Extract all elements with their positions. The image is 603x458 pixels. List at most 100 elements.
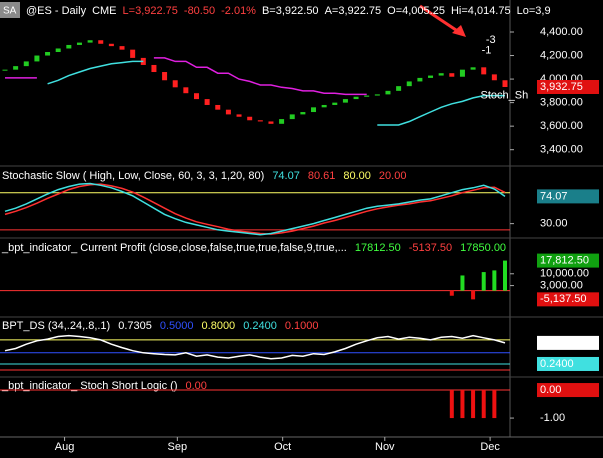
panel-title: Stochastic Slow ( High, Low, Close, 60, … [2,170,406,182]
header-item: B=3,922.50 [262,5,319,17]
indicator-line [4,183,506,235]
y-tick-label: 3,400.00 [540,144,583,156]
panel-title-part: 0.1000 [285,320,319,332]
candle [108,43,114,47]
annotation-arrow-head [452,25,466,37]
x-tick-label: Nov [375,441,395,453]
bar [471,290,476,300]
candle [342,99,348,103]
candle [151,64,157,73]
candle [34,55,40,62]
panel-title-part: 17850.00 [460,242,506,254]
bar [471,390,476,419]
candle [396,86,402,91]
candle [428,75,434,78]
candle [119,46,125,50]
candle [215,104,221,110]
bar [481,390,486,419]
panel-title: _bpt_indicator_ Stoch Short Logic () 0.00 [1,380,207,392]
value-box-label: 0.7305 [540,337,574,349]
panel-title-part: 0.5000 [160,320,194,332]
value-box [537,356,599,371]
panel-title-part: 0.00 [186,380,207,392]
panel-title-part: 17812.50 [355,242,401,254]
header-item: Hi=4,014.75 [451,5,511,17]
panel-title-part: _bpt_indicator_ Stoch Short Logic () [1,380,178,392]
header-item: O=4,005.25 [387,5,445,17]
candle [374,94,380,96]
candle [247,116,253,121]
value-box [537,189,599,204]
value-box-label: -5,137.50 [540,293,586,305]
candle [257,120,263,122]
bar [492,390,497,419]
candle [23,61,29,67]
header-item: A=3,922.75 [325,5,382,17]
candle [385,90,391,95]
bar [460,275,465,291]
header-item: L=3,922.75 [123,5,178,17]
bar [460,390,465,419]
candle [45,52,51,56]
y-tick-label: 30.00 [540,218,568,230]
candle [449,73,455,77]
candle [300,112,306,115]
x-tick-label: Oct [274,441,291,453]
panel-title-part: 20.00 [379,170,407,182]
candle [470,67,476,70]
candle [13,66,19,70]
value-box [537,292,599,307]
y-tick-label: 3,600.00 [540,120,583,132]
header-item: CME [92,5,116,17]
panel-title-part: 0.8000 [202,320,236,332]
annotation: Stoch_Sh [481,89,529,101]
panel-title-part: Stochastic Slow ( High, Low, Close, 60, … [2,170,264,182]
candle [172,80,178,88]
panel-title-part: _bpt_indicator_ Current Profit (close,cl… [1,242,347,254]
panel-title: _bpt_indicator_ Current Profit (close,cl… [1,242,506,254]
bar [449,290,454,296]
header-item: Lo=3,9 [517,5,551,17]
candle [162,72,168,81]
candle [279,119,285,124]
value-box-label: 0.2400 [540,358,574,370]
candle [438,73,444,76]
candle [204,99,210,105]
stop-line [5,57,367,96]
bar [449,390,454,419]
candle [406,81,412,87]
candle [55,48,61,53]
value-box [537,383,599,398]
bar [492,270,497,291]
header: @ES - Daily CME L=3,922.75 -80.50 -2.01% B=3,… [26,5,551,17]
candle [417,77,423,82]
candle [502,80,508,87]
candle [321,104,327,108]
panel-title-part: 0.7305 [118,320,152,332]
panel-title-part: 74.07 [272,170,300,182]
x-tick-label: Aug [55,441,75,453]
annotation: -1 [482,45,492,57]
y-tick-label: 10,000.00 [540,268,589,280]
panel-title: BPT_DS (34,.24,.8,.1) 0.7305 0.5000 0.8000 0… [2,320,319,332]
x-tick-label: Dec [480,441,500,453]
candle [76,42,82,45]
panel-title-part: 80.61 [308,170,336,182]
symbol-label: SA [3,6,17,17]
value-box-label: 0.00 [540,384,561,396]
indicator-line [4,334,506,360]
value-box-label: 3,932.75 [540,81,583,93]
x-tick-label: Sep [168,441,188,453]
bar [503,260,507,291]
panel-title-part: -5137.50 [409,242,452,254]
y-tick-label: 4,400.00 [540,26,583,38]
candle [481,67,487,75]
candle [66,44,72,49]
candle [98,40,104,44]
value-box [537,79,599,94]
value-box [537,253,599,268]
value-box-label: 17,812.50 [540,254,589,266]
symbol-box [0,2,20,18]
y-tick-label: 3,800.00 [540,97,583,109]
panel-title-part: 80.00 [343,170,371,182]
